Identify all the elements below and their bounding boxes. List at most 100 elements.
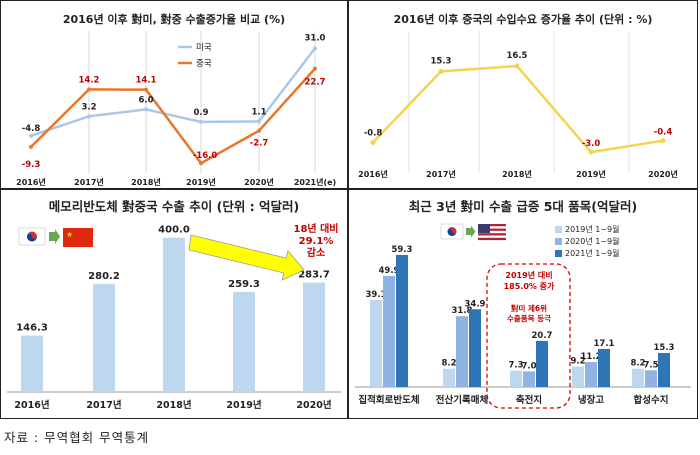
data-label: 39.1 [366,290,387,300]
data-label: 400.0 [158,225,190,236]
data-point [144,107,148,112]
china-import-demand-panel: 2016년 이후 중국의 수입수요 증가율 추이 (단위 : %) 2016년 2… [348,0,698,189]
x-tick-label: 냉장고 [578,394,604,406]
data-label: 22.7 [305,78,326,88]
data-label: 11.2 [581,352,602,362]
x-tick-label: 축전지 [516,394,542,406]
annotation-text: 對미 제6위 [511,303,547,313]
x-tick-label: 2019년 [226,399,261,411]
x-tick-label: 2016년 [358,169,388,179]
usa-flag-stripe [478,226,506,229]
bar [658,352,670,387]
data-label: -16.0 [193,151,218,161]
china-flag-icon [63,228,93,247]
korea-flag-taegeuk-blue [27,234,37,242]
top5-us-export-items-panel: 최근 3년 對미 수출 급증 5대 품목(억달러) 2019년 1~9월 2020… [348,189,698,419]
chart-title: 최근 3년 對미 수출 급증 5대 품목(억달러) [408,199,638,214]
usa-flag-stripe [478,228,506,231]
bar [645,370,657,387]
bar [510,370,522,387]
bar [383,275,395,387]
chart-title: 2016년 이후 중국의 수입수요 증가율 추이 (단위 : %) [393,13,653,26]
x-tick-label: 2020년 [296,399,331,411]
legend-label: 중국 [196,59,212,69]
x-tick-label: 2021년(e) [294,177,336,187]
usa-flag-stripe [478,224,506,227]
data-point [257,119,261,124]
x-tick-label: 전산기록매체 [436,394,488,406]
series-line [30,47,316,138]
annotation-text: 29.1% [299,236,334,247]
data-label: 8.2 [630,359,645,369]
data-label: 7.0 [521,361,536,371]
series-line [30,67,316,165]
usa-flag-canton [478,224,490,233]
chart-title: 메모리반도체 對중국 수출 추이 (단위 : 억달러) [48,199,300,214]
data-point [87,114,91,119]
x-tick-label: 2017년 [86,399,121,411]
memory-exports-bar-chart: ★ 146.3 2016년 280.2 2017년 400.0 2018년 259.3 2019… [7,222,341,411]
usa-flag-stripe [478,237,506,241]
usa-flag-icon [478,224,506,241]
data-label: 7.5 [643,360,658,370]
data-label: 0.9 [193,108,208,118]
x-tick-label: 2018년 [502,169,532,179]
arrow-right-icon [49,229,60,244]
memory-semiconductor-exports-panel: 메모리반도체 對중국 수출 추이 (단위 : 억달러) ★ 146.3 2016년 2… [0,189,348,419]
data-label: 14.1 [136,76,157,86]
data-label: 7.3 [508,361,523,371]
bar [303,282,325,392]
x-tick-label: 2017년 [426,169,456,179]
bar [370,299,382,387]
data-label: 146.3 [16,323,48,334]
x-tick-label: 2020년 [648,169,678,179]
data-point [313,66,317,71]
bar [21,335,43,392]
data-label: 17.1 [594,339,615,349]
data-label: 8.2 [441,359,456,369]
x-tick-label: 합성수지 [634,394,669,406]
annotation-text: 감소 [307,247,325,259]
legend-label: 2019년 1~9월 [565,224,620,234]
annotation-text: 18년 대비 [294,222,339,235]
bar [572,366,584,387]
data-point [29,133,33,138]
source-note: 자료 : 무역협회 무역통계 [4,430,150,445]
export-growth-comparison-panel: 2016년 이후 對미, 對중 수출증가율 비교 (%) 2016년 2017년 2… [0,0,348,189]
data-label: 9.2 [570,357,585,367]
data-label: 31.0 [305,33,326,43]
data-point [660,138,666,144]
bar [632,368,644,387]
x-tick-label: 2016년 [16,177,46,187]
x-tick-label: 2017년 [74,177,104,187]
china-flag-star: ★ [66,230,73,239]
data-point [199,119,203,124]
chart-title: 2016년 이후 對미, 對중 수출증가율 비교 (%) [62,13,286,26]
data-label: -0.4 [654,128,673,138]
highlight-box [486,263,571,409]
data-label: 16.5 [507,51,528,61]
legend-swatch [555,226,562,233]
bar [93,283,115,392]
x-tick-label: 2019년 [576,169,606,179]
x-tick-label: 2020년 [244,177,274,187]
legend-label: 2020년 1~9월 [565,236,620,246]
annotation-text: 2019년 대비 [505,270,552,280]
x-tick-label: 2018년 [131,177,161,187]
bar [233,291,255,392]
data-label: 1.1 [251,107,266,117]
legend-swatch [555,250,562,257]
bar [456,316,468,387]
data-label: 59.3 [392,245,413,255]
data-label: 6.0 [138,95,153,105]
bar [598,348,610,387]
bar [163,237,185,392]
data-label: -9.3 [22,160,41,170]
legend-label: 미국 [196,43,212,53]
data-label: -3.0 [582,139,601,149]
x-tick-label: 2019년 [186,177,216,187]
usa-flag-stripe [478,230,506,234]
x-tick-label: 2016년 [14,399,49,411]
data-point [588,149,594,155]
